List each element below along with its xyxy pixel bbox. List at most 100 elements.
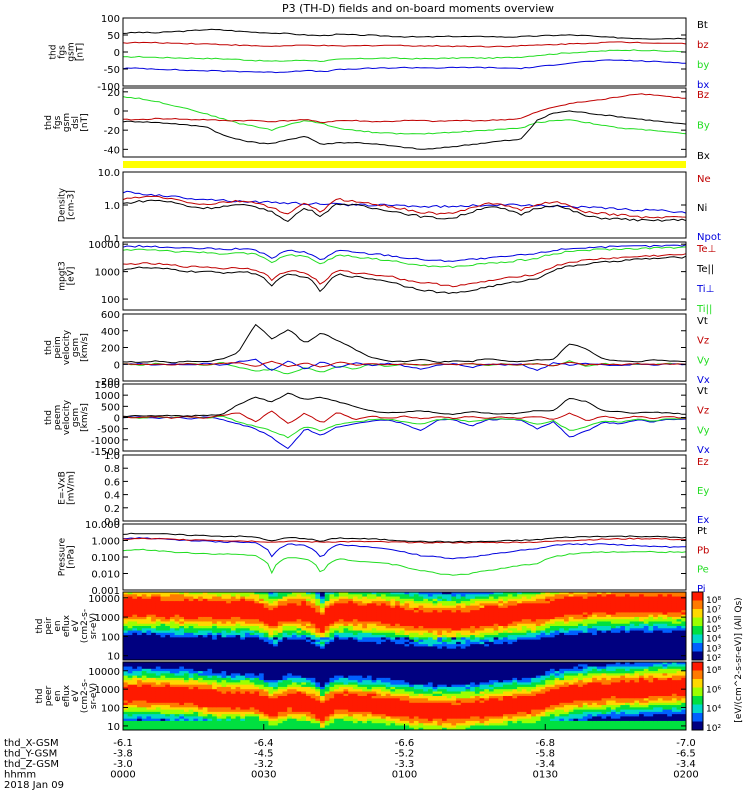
spectrogram-cell — [634, 632, 640, 636]
spectrogram-cell — [254, 700, 260, 704]
spectrogram-cell — [123, 696, 129, 699]
spectrogram-cell — [193, 720, 199, 724]
spectrogram-cell — [451, 628, 457, 632]
spectrogram-cell — [488, 612, 495, 616]
spectrogram-cell — [301, 680, 307, 683]
spectrogram-cell — [259, 641, 265, 645]
spectrogram-cell — [310, 598, 316, 602]
spectrogram-cell — [409, 603, 415, 607]
spectrogram-cell — [432, 596, 438, 600]
spectrogram-cell — [259, 714, 265, 717]
spectrogram-cell — [324, 628, 330, 632]
spectrogram-cell — [123, 648, 129, 652]
spectrogram-cell — [230, 605, 237, 609]
spectrogram-cell — [174, 641, 180, 645]
spectrogram-cell — [174, 592, 180, 595]
spectrogram-cell — [259, 655, 265, 659]
spectrogram-cell — [381, 621, 387, 625]
spectrogram-cell — [230, 698, 237, 702]
spectrogram-cell — [277, 605, 284, 609]
spectrogram-cell — [127, 709, 133, 713]
legend-entry: Ex — [697, 515, 709, 526]
spectrogram-cell — [681, 605, 687, 609]
spectrogram-cell — [545, 646, 551, 650]
spectrogram-cell — [315, 657, 321, 661]
spectrogram-cell — [371, 619, 377, 622]
spectrogram-cell — [404, 630, 410, 634]
spectrogram-cell — [151, 607, 157, 611]
spectrogram-cell — [273, 686, 279, 690]
spectrogram-cell — [263, 628, 269, 632]
spectrogram-cell — [535, 594, 542, 598]
spectrogram-cell — [446, 619, 452, 622]
spectrogram-cell — [174, 698, 180, 702]
spectrogram-cell — [362, 637, 368, 641]
spectrogram-cell — [268, 650, 274, 654]
spectrogram-cell — [324, 621, 330, 625]
spectrogram-cell — [235, 662, 241, 665]
spectrogram-cell — [357, 630, 363, 634]
spectrogram-cell — [554, 657, 560, 661]
spectrogram-cell — [127, 686, 133, 690]
spectrogram-cell — [226, 709, 232, 713]
spectrogram-cell — [488, 601, 495, 604]
spectrogram-cell — [160, 610, 166, 613]
spectrogram-cell — [648, 596, 654, 600]
spectrogram-cell — [521, 601, 527, 604]
spectrogram-cell — [230, 684, 237, 688]
spectrogram-cell — [207, 648, 213, 652]
spectrogram-cell — [226, 662, 232, 665]
spectrogram-cell — [625, 650, 631, 654]
legend-entry: Npot — [697, 232, 721, 243]
spectrogram-cell — [423, 623, 429, 627]
spectrogram-cell — [460, 653, 466, 656]
spectrogram-cell — [601, 639, 607, 643]
spectrogram-cell — [582, 596, 588, 600]
spectrogram-cell — [155, 666, 162, 670]
spectrogram-cell — [226, 596, 232, 600]
spectrogram-cell — [296, 594, 302, 598]
spectrogram-cell — [437, 630, 443, 634]
spectrogram-cell — [460, 619, 466, 622]
spectrogram-cell — [188, 596, 194, 600]
spectrogram-cell — [334, 592, 340, 595]
spectrogram-cell — [423, 596, 429, 600]
spectrogram-cell — [305, 601, 312, 604]
spectrogram-cell — [263, 716, 269, 720]
spectrogram-cell — [338, 635, 345, 638]
series-line-temp-0 — [122, 244, 687, 263]
spectrogram-cell — [362, 623, 368, 627]
spectrogram-cell — [273, 723, 279, 726]
spectrogram-cell — [216, 596, 223, 600]
spectrogram-cell — [282, 707, 288, 711]
spectrogram-cell — [268, 628, 274, 632]
spectrogram-cell — [137, 601, 143, 604]
spectrogram-cell — [507, 614, 513, 618]
spectrogram-cell — [310, 607, 316, 611]
spectrogram-cell — [334, 644, 340, 647]
spectrogram-cell — [273, 680, 279, 683]
spectrogram-cell — [592, 603, 598, 607]
spectrogram-cell — [343, 628, 349, 632]
spectrogram-cell — [160, 616, 166, 620]
spectrogram-cell — [282, 664, 288, 668]
spectrogram-cell — [639, 630, 645, 634]
spectrogram-cell — [625, 641, 631, 645]
spectrogram-cell — [198, 639, 204, 643]
spectrogram-cell — [381, 607, 387, 611]
spectrogram-cell — [123, 641, 129, 645]
spectrogram-cell — [160, 686, 166, 690]
spectrogram-cell — [282, 705, 288, 708]
spectrogram-cell — [493, 657, 499, 661]
spectrogram-cell — [334, 641, 340, 645]
spectrogram-cell — [606, 637, 612, 641]
spectrogram-cell — [465, 626, 471, 629]
spectrogram-cell — [212, 632, 218, 636]
spectrogram-cell — [188, 705, 194, 708]
spectrogram-cell — [141, 655, 147, 659]
spectrogram-cell — [263, 619, 269, 622]
spectrogram-cell — [667, 603, 673, 607]
spectrogram-cell — [427, 644, 434, 647]
spectrogram-cell — [160, 680, 166, 683]
spectrogram-cell — [535, 626, 542, 629]
